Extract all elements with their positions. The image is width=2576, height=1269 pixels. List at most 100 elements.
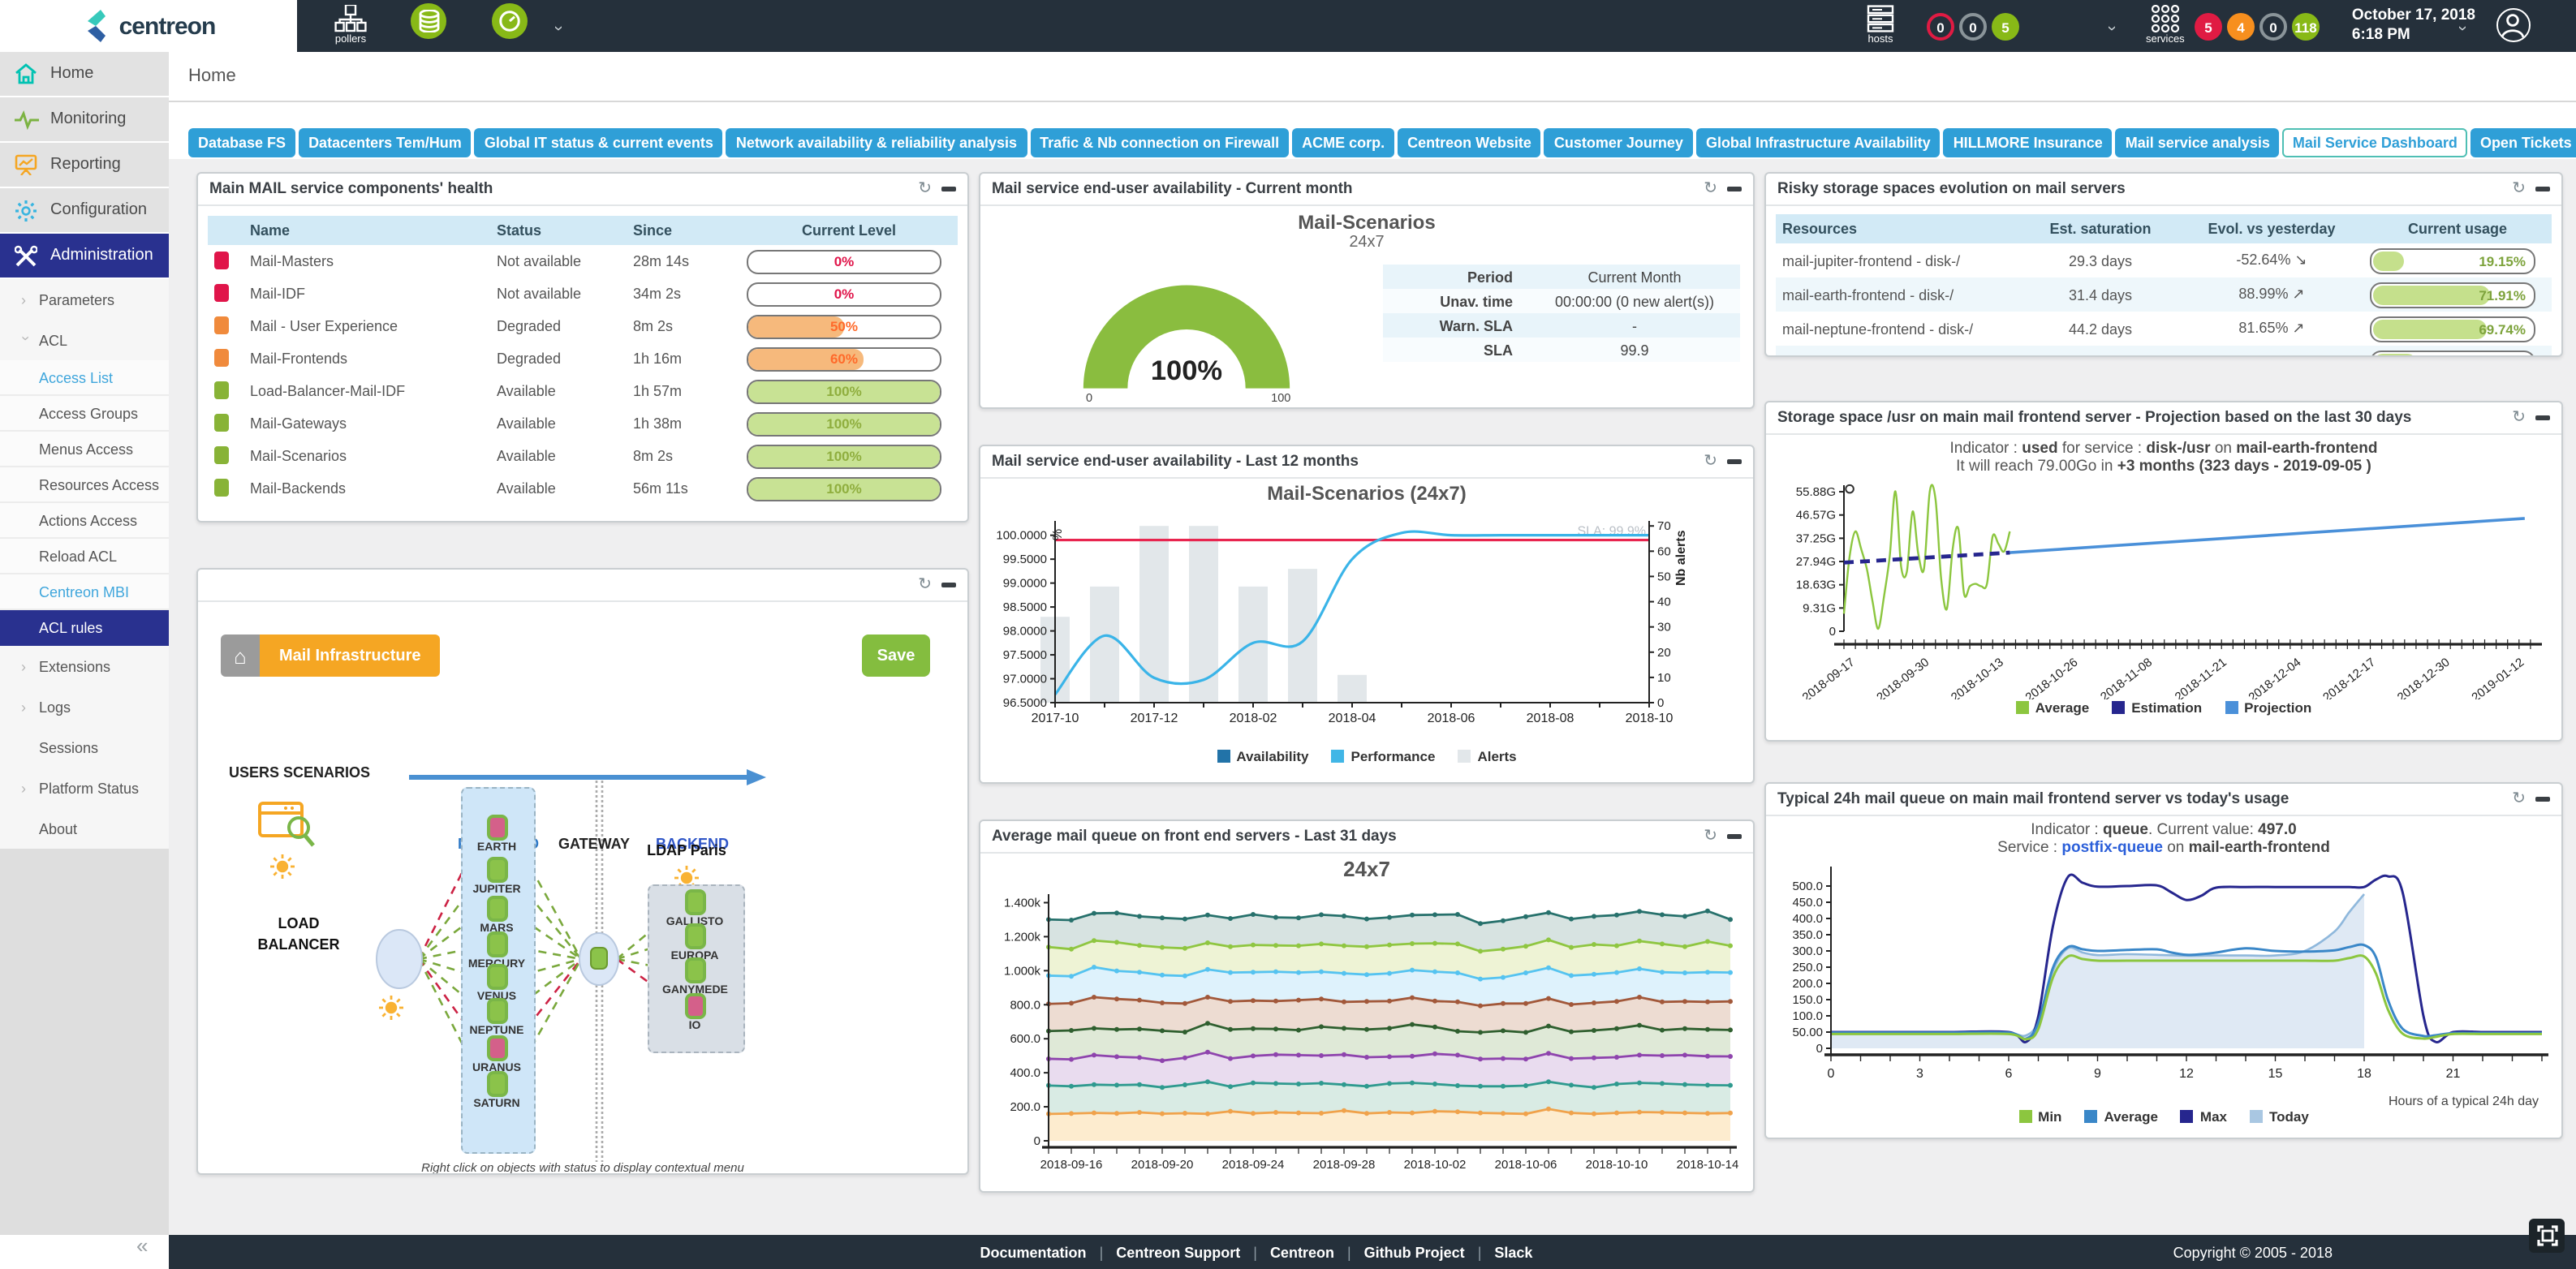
table-row[interactable]: Mail-Backends Available 56m 11s 100% [208, 472, 958, 505]
sidebar-subitem-resources-access[interactable]: Resources Access [0, 467, 169, 503]
tab-customer-journey[interactable]: Customer Journey [1544, 128, 1693, 157]
diagram-node-ganymede[interactable]: GANYMEDE [662, 957, 728, 996]
poller-menu-chevron-icon[interactable]: › [549, 25, 567, 32]
diagram-node-neptune[interactable]: NEPTUNE [464, 998, 529, 1037]
sidebar-item-reporting[interactable]: Reporting [0, 143, 169, 188]
hosts-badge-2[interactable]: 5 [1992, 13, 2019, 41]
table-row[interactable]: mail-earth-frontend - disk-/ 31.4 days 88.… [1776, 277, 2552, 312]
save-button[interactable]: Save [862, 634, 930, 677]
user-avatar-icon[interactable] [2496, 8, 2531, 42]
collapse-panel-icon[interactable] [1727, 187, 1742, 191]
refresh-icon[interactable]: ↻ [918, 180, 932, 198]
hosts-icon[interactable]: hosts [1867, 5, 1894, 45]
services-badge-3[interactable]: 118 [2292, 13, 2320, 41]
table-row[interactable]: Mail - User Experience Degraded 8m 2s 50% [208, 310, 958, 342]
pollers-icon[interactable]: pollers [334, 5, 367, 45]
tab-mail-service-dashboard[interactable]: Mail Service Dashboard [2282, 128, 2467, 157]
database-icon[interactable] [411, 3, 446, 39]
services-badge-1[interactable]: 4 [2227, 13, 2255, 41]
breadcrumb-home[interactable]: Home [188, 67, 236, 86]
sidebar-item-configuration[interactable]: Configuration [0, 188, 169, 234]
sidebar-subitem-logs[interactable]: › Logs [0, 686, 169, 727]
footer-link-centreon-support[interactable]: Centreon Support [1116, 1244, 1241, 1260]
table-row[interactable]: mail-jupiter-frontend - disk-/ 29.3 days -… [1776, 243, 2552, 277]
refresh-icon[interactable]: ↻ [1704, 180, 1717, 198]
diagram-node-europa[interactable]: EUROPA [662, 923, 727, 962]
svg-text:97.0000: 97.0000 [1003, 673, 1047, 686]
collapse-panel-icon[interactable] [941, 187, 956, 191]
sidebar-subitem-reload-acl[interactable]: Reload ACL [0, 539, 169, 574]
hosts-badge-0[interactable]: 0 [1927, 13, 1954, 41]
fullscreen-icon[interactable] [2529, 1219, 2565, 1253]
footer-link-github-project[interactable]: Github Project [1363, 1244, 1465, 1260]
sidebar-subitem-platform-status[interactable]: › Platform Status [0, 768, 169, 808]
services-badge-2[interactable]: 0 [2259, 13, 2287, 41]
sidebar-subitem-centreon-mbi[interactable]: Centreon MBI [0, 574, 169, 610]
table-row[interactable]: Mail-IDF Not available 34m 2s 0% [208, 277, 958, 310]
collapse-panel-icon[interactable] [2535, 797, 2550, 802]
services-icon[interactable]: services [2146, 5, 2185, 45]
tab-centreon-website[interactable]: Centreon Website [1398, 128, 1541, 157]
sidebar-subitem-about[interactable]: About [0, 808, 169, 849]
sidebar-item-administration[interactable]: Administration [0, 234, 169, 279]
footer-link-centreon[interactable]: Centreon [1269, 1244, 1334, 1260]
centreon-logo[interactable]: centreon [0, 0, 297, 52]
tab-datacenters-tem-hum[interactable]: Datacenters Tem/Hum [299, 128, 472, 157]
table-row[interactable]: Load-Balancer-Mail-IDF Available 1h 57m 100… [208, 375, 958, 407]
sidebar-subitem-actions-access[interactable]: Actions Access [0, 503, 169, 539]
hosts-menu-chevron-icon[interactable]: › [2102, 25, 2121, 32]
refresh-icon[interactable]: ↻ [2512, 790, 2526, 808]
tab-network-availability-reliability-analysis[interactable]: Network availability & reliability analy… [726, 128, 1027, 157]
sidebar-subitem-extensions[interactable]: › Extensions [0, 646, 169, 686]
collapse-panel-icon[interactable] [941, 583, 956, 587]
footer-link-documentation[interactable]: Documentation [980, 1244, 1087, 1260]
table-row[interactable]: mail-uranus-frontend - disk-/60.4 days-3… [1776, 346, 2552, 355]
sidebar-item-home[interactable]: Home [0, 52, 169, 97]
collapse-panel-icon[interactable] [2535, 187, 2550, 191]
table-row[interactable]: Mail-Gateways Available 1h 38m 100% [208, 407, 958, 440]
table-row[interactable]: Mail-Masters Not available 28m 14s 0% [208, 245, 958, 277]
tab-global-infrastructure-availability[interactable]: Global Infrastructure Availability [1695, 128, 1941, 157]
tab-database-fs[interactable]: Database FS [188, 128, 296, 157]
sidebar-subitem-parameters[interactable]: › Parameters [0, 279, 169, 320]
diagram-node-jupiter[interactable]: JUPITER [464, 857, 529, 896]
sidebar-item-monitoring[interactable]: Monitoring [0, 97, 169, 143]
sidebar-subitem-acl-rules[interactable]: ACL rules [0, 610, 169, 646]
refresh-icon[interactable]: ↻ [1704, 453, 1717, 471]
tab-acme-corp-[interactable]: ACME corp. [1292, 128, 1395, 157]
latency-gauge-icon[interactable] [492, 3, 528, 39]
refresh-icon[interactable]: ↻ [918, 576, 932, 594]
sidebar-subitem-access-groups[interactable]: Access Groups [0, 396, 169, 432]
diagram-node-saturn[interactable]: SATURN [464, 1071, 529, 1110]
sidebar-collapse-icon[interactable]: « [136, 1233, 149, 1258]
tab-mail-service-analysis[interactable]: Mail service analysis [2115, 128, 2280, 157]
services-badge-0[interactable]: 5 [2195, 13, 2222, 41]
diagram-node-mars[interactable]: MARS [464, 896, 529, 935]
table-row[interactable]: mail-neptune-frontend - disk-/ 44.2 days 8… [1776, 312, 2552, 346]
sidebar-subitem-sessions[interactable]: Sessions [0, 727, 169, 768]
refresh-icon[interactable]: ↻ [1704, 828, 1717, 845]
collapse-panel-icon[interactable] [1727, 834, 1742, 839]
tab-hillmore-insurance[interactable]: HILLMORE Insurance [1943, 128, 2113, 157]
hosts-badge-1[interactable]: 0 [1959, 13, 1987, 41]
diagram-node-gallisto[interactable]: GALLISTO [662, 889, 727, 928]
sidebar-subitem-acl[interactable]: › ACL [0, 320, 169, 360]
tab-open-tickets[interactable]: Open Tickets [2470, 128, 2576, 157]
diagram-node-venus[interactable]: VENUS [464, 964, 529, 1003]
table-row[interactable]: Mail-Scenarios Available 8m 2s 100% [208, 440, 958, 472]
refresh-icon[interactable]: ↻ [2512, 409, 2526, 427]
diagram-node-io[interactable]: IO [662, 993, 727, 1032]
diagram-node-earth[interactable]: EARTH [464, 815, 529, 854]
tab-trafic-nb-connection-on-firewall[interactable]: Trafic & Nb connection on Firewall [1030, 128, 1290, 157]
table-row[interactable]: Mail-Frontends Degraded 1h 16m 60% [208, 342, 958, 375]
tab-global-it-status-current-events[interactable]: Global IT status & current events [474, 128, 723, 157]
footer-link-slack[interactable]: Slack [1494, 1244, 1533, 1260]
saturation: 44.2 days [2068, 320, 2133, 337]
sidebar-subitem-access-list[interactable]: Access List [0, 360, 169, 396]
diagram-node-uranus[interactable]: URANUS [464, 1035, 529, 1074]
collapse-panel-icon[interactable] [1727, 459, 1742, 464]
collapse-panel-icon[interactable] [2535, 415, 2550, 420]
refresh-icon[interactable]: ↻ [2512, 180, 2526, 198]
sidebar-subitem-menus-access[interactable]: Menus Access [0, 432, 169, 467]
diagram-breadcrumb[interactable]: ⌂ Mail Infrastructure [221, 634, 441, 677]
